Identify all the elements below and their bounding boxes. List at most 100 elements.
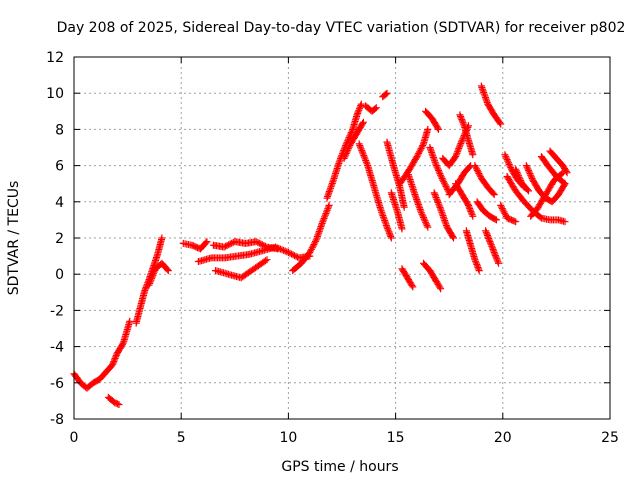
data-point xyxy=(502,154,510,162)
data-point xyxy=(341,153,349,161)
x-tick-label: 20 xyxy=(494,430,512,446)
y-tick-label: 12 xyxy=(46,50,64,66)
data-point xyxy=(472,163,480,171)
data-point xyxy=(283,248,291,256)
data-point xyxy=(371,105,379,113)
data-point xyxy=(498,205,506,213)
data-point xyxy=(497,120,505,128)
data-point xyxy=(424,125,432,133)
data-point xyxy=(260,242,268,249)
data-point xyxy=(525,168,533,176)
x-tick-label: 0 xyxy=(70,430,79,446)
data-point xyxy=(469,151,477,159)
data-point xyxy=(257,240,265,248)
data-point xyxy=(455,144,463,152)
data-point xyxy=(560,179,568,187)
data-point xyxy=(417,209,425,217)
data-point xyxy=(255,239,263,247)
x-tick-label: 5 xyxy=(177,430,186,446)
data-point xyxy=(307,247,315,255)
y-axis-tick-labels: -8 -6 -4 -2 0 2 4 6 8 10 12 xyxy=(46,50,64,428)
data-point xyxy=(512,218,520,226)
data-point xyxy=(435,168,443,176)
data-point xyxy=(436,283,444,291)
data-point xyxy=(359,118,367,126)
data-point xyxy=(475,170,483,177)
data-point xyxy=(473,165,480,173)
data-point xyxy=(252,238,260,246)
data-point xyxy=(443,184,451,192)
data-point xyxy=(437,285,445,293)
data-point xyxy=(109,359,117,367)
data-point xyxy=(263,256,271,264)
data-point xyxy=(416,146,424,154)
data-point xyxy=(440,179,448,187)
data-point xyxy=(450,234,457,242)
data-point xyxy=(310,241,318,249)
data-point xyxy=(226,240,234,248)
data-point xyxy=(473,166,481,174)
data-point xyxy=(458,136,466,144)
data-point xyxy=(433,197,441,205)
data-point xyxy=(418,210,426,218)
data-point xyxy=(340,154,348,162)
y-tick-label: 6 xyxy=(55,159,64,175)
data-point xyxy=(466,163,474,171)
x-tick-label: 15 xyxy=(387,430,405,446)
data-point xyxy=(433,163,441,171)
data-point xyxy=(471,162,479,170)
data-point xyxy=(145,281,153,289)
x-axis-tick-labels: 0 5 10 15 20 25 xyxy=(70,430,619,446)
data-point xyxy=(563,169,571,177)
x-tick-label: 10 xyxy=(279,430,297,446)
data-point xyxy=(489,189,497,197)
data-point xyxy=(150,270,157,278)
data-point xyxy=(561,218,569,226)
data-point xyxy=(415,149,423,157)
data-point xyxy=(321,213,329,221)
data-point xyxy=(527,173,535,181)
data-point xyxy=(360,153,368,161)
data-point xyxy=(435,166,442,174)
data-point xyxy=(498,203,505,211)
data-point xyxy=(258,241,266,249)
data-point xyxy=(513,168,521,176)
data-point xyxy=(345,143,353,151)
data-point xyxy=(437,173,445,181)
data-point xyxy=(515,173,523,181)
y-tick-label: -4 xyxy=(50,340,64,356)
data-point xyxy=(400,203,408,211)
data-point xyxy=(418,143,426,151)
data-point xyxy=(126,317,134,325)
y-tick-label: 4 xyxy=(55,195,64,211)
data-point xyxy=(469,212,477,220)
data-point xyxy=(522,162,530,170)
data-point xyxy=(419,142,427,149)
data-point xyxy=(440,178,448,186)
data-point xyxy=(438,175,446,182)
data-point xyxy=(502,211,509,219)
data-point xyxy=(342,150,350,157)
data-point xyxy=(384,226,392,234)
data-point xyxy=(357,145,365,153)
data-point xyxy=(362,157,370,165)
data-point xyxy=(525,166,532,174)
data-point xyxy=(507,164,515,172)
y-tick-label: 10 xyxy=(46,86,64,102)
data-point xyxy=(382,90,390,98)
data-point xyxy=(499,206,507,214)
data-point xyxy=(495,259,502,267)
data-point xyxy=(561,180,569,188)
data-point xyxy=(346,142,354,149)
data-point xyxy=(254,238,262,246)
data-point xyxy=(500,208,508,216)
data-point xyxy=(359,150,367,158)
data-point xyxy=(435,202,443,210)
data-point xyxy=(527,171,535,179)
data-point xyxy=(517,177,525,184)
data-point xyxy=(490,191,498,199)
data-point xyxy=(505,159,512,167)
data-point xyxy=(525,187,532,195)
data-point xyxy=(432,162,440,170)
data-point xyxy=(203,238,211,246)
